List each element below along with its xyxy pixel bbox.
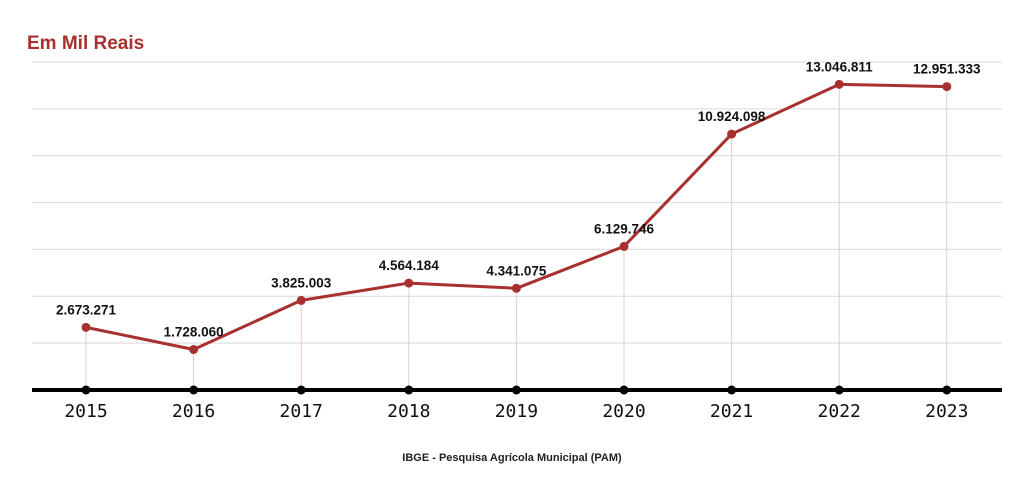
data-label: 4.341.075	[486, 263, 547, 278]
data-point	[619, 241, 629, 251]
x-tick-label: 2017	[280, 401, 323, 422]
x-axis-marker	[834, 385, 844, 395]
data-label: 10.924.098	[698, 109, 766, 124]
data-label: 13.046.811	[806, 59, 873, 74]
data-point	[296, 295, 306, 305]
x-axis-marker	[296, 385, 306, 395]
data-label: 12.951.333	[913, 62, 981, 77]
grid-lines	[32, 61, 1002, 344]
data-point	[81, 322, 91, 332]
x-tick-label: 2015	[64, 401, 107, 422]
x-tick-label: 2022	[818, 401, 861, 422]
data-point	[189, 345, 199, 355]
x-tick-label: 2023	[925, 401, 968, 422]
data-label: 6.129.746	[594, 221, 655, 236]
source-note: IBGE - Pesquisa Agrícola Municipal (PAM)	[402, 452, 622, 464]
data-point	[834, 79, 844, 89]
data-point	[404, 278, 414, 288]
data-label: 1.728.060	[164, 325, 224, 340]
x-axis-marker	[81, 385, 91, 395]
x-axis-marker	[942, 385, 952, 395]
data-point	[727, 129, 737, 139]
x-axis-marker	[511, 385, 521, 395]
x-axis-marker	[404, 385, 414, 395]
data-point	[511, 283, 521, 293]
data-label: 4.564.184	[379, 258, 440, 273]
data-labels: 2.673.271 1.728.060 3.825.003 4.564.184 4.34…	[56, 59, 981, 339]
x-tick-label: 2021	[710, 401, 753, 422]
x-tick-label: 2018	[387, 401, 430, 422]
x-axis-marker	[727, 385, 737, 395]
x-tick-label: 2019	[495, 401, 538, 422]
x-axis: 2015 2016 2017 2018 2019 2020 2021 2022 2023	[32, 385, 1002, 422]
unit-label: Em Mil Reais	[27, 33, 145, 54]
x-axis-marker	[189, 385, 199, 395]
x-tick-label: 2020	[602, 401, 645, 422]
x-tick-label: 2016	[172, 401, 215, 422]
data-label: 3.825.003	[271, 275, 332, 290]
series	[81, 79, 952, 355]
x-axis-marker	[619, 385, 629, 395]
data-label: 2.673.271	[56, 302, 117, 317]
data-point	[942, 82, 952, 92]
drop-lines	[85, 84, 948, 390]
